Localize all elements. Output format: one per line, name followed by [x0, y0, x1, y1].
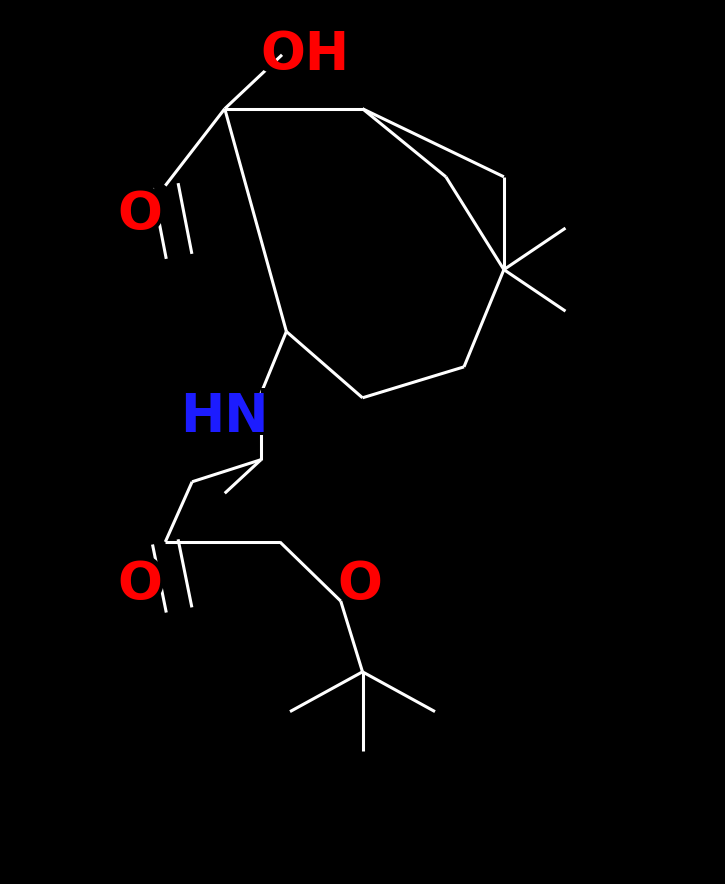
Text: O: O: [333, 554, 386, 616]
Text: O: O: [117, 189, 162, 240]
Text: O: O: [117, 560, 162, 611]
Text: O: O: [113, 554, 167, 616]
Text: HN: HN: [181, 392, 269, 443]
Text: O: O: [113, 184, 167, 246]
Text: O: O: [337, 560, 382, 611]
Text: OH: OH: [251, 24, 358, 86]
Text: HN: HN: [171, 386, 278, 448]
Text: OH: OH: [260, 29, 349, 80]
